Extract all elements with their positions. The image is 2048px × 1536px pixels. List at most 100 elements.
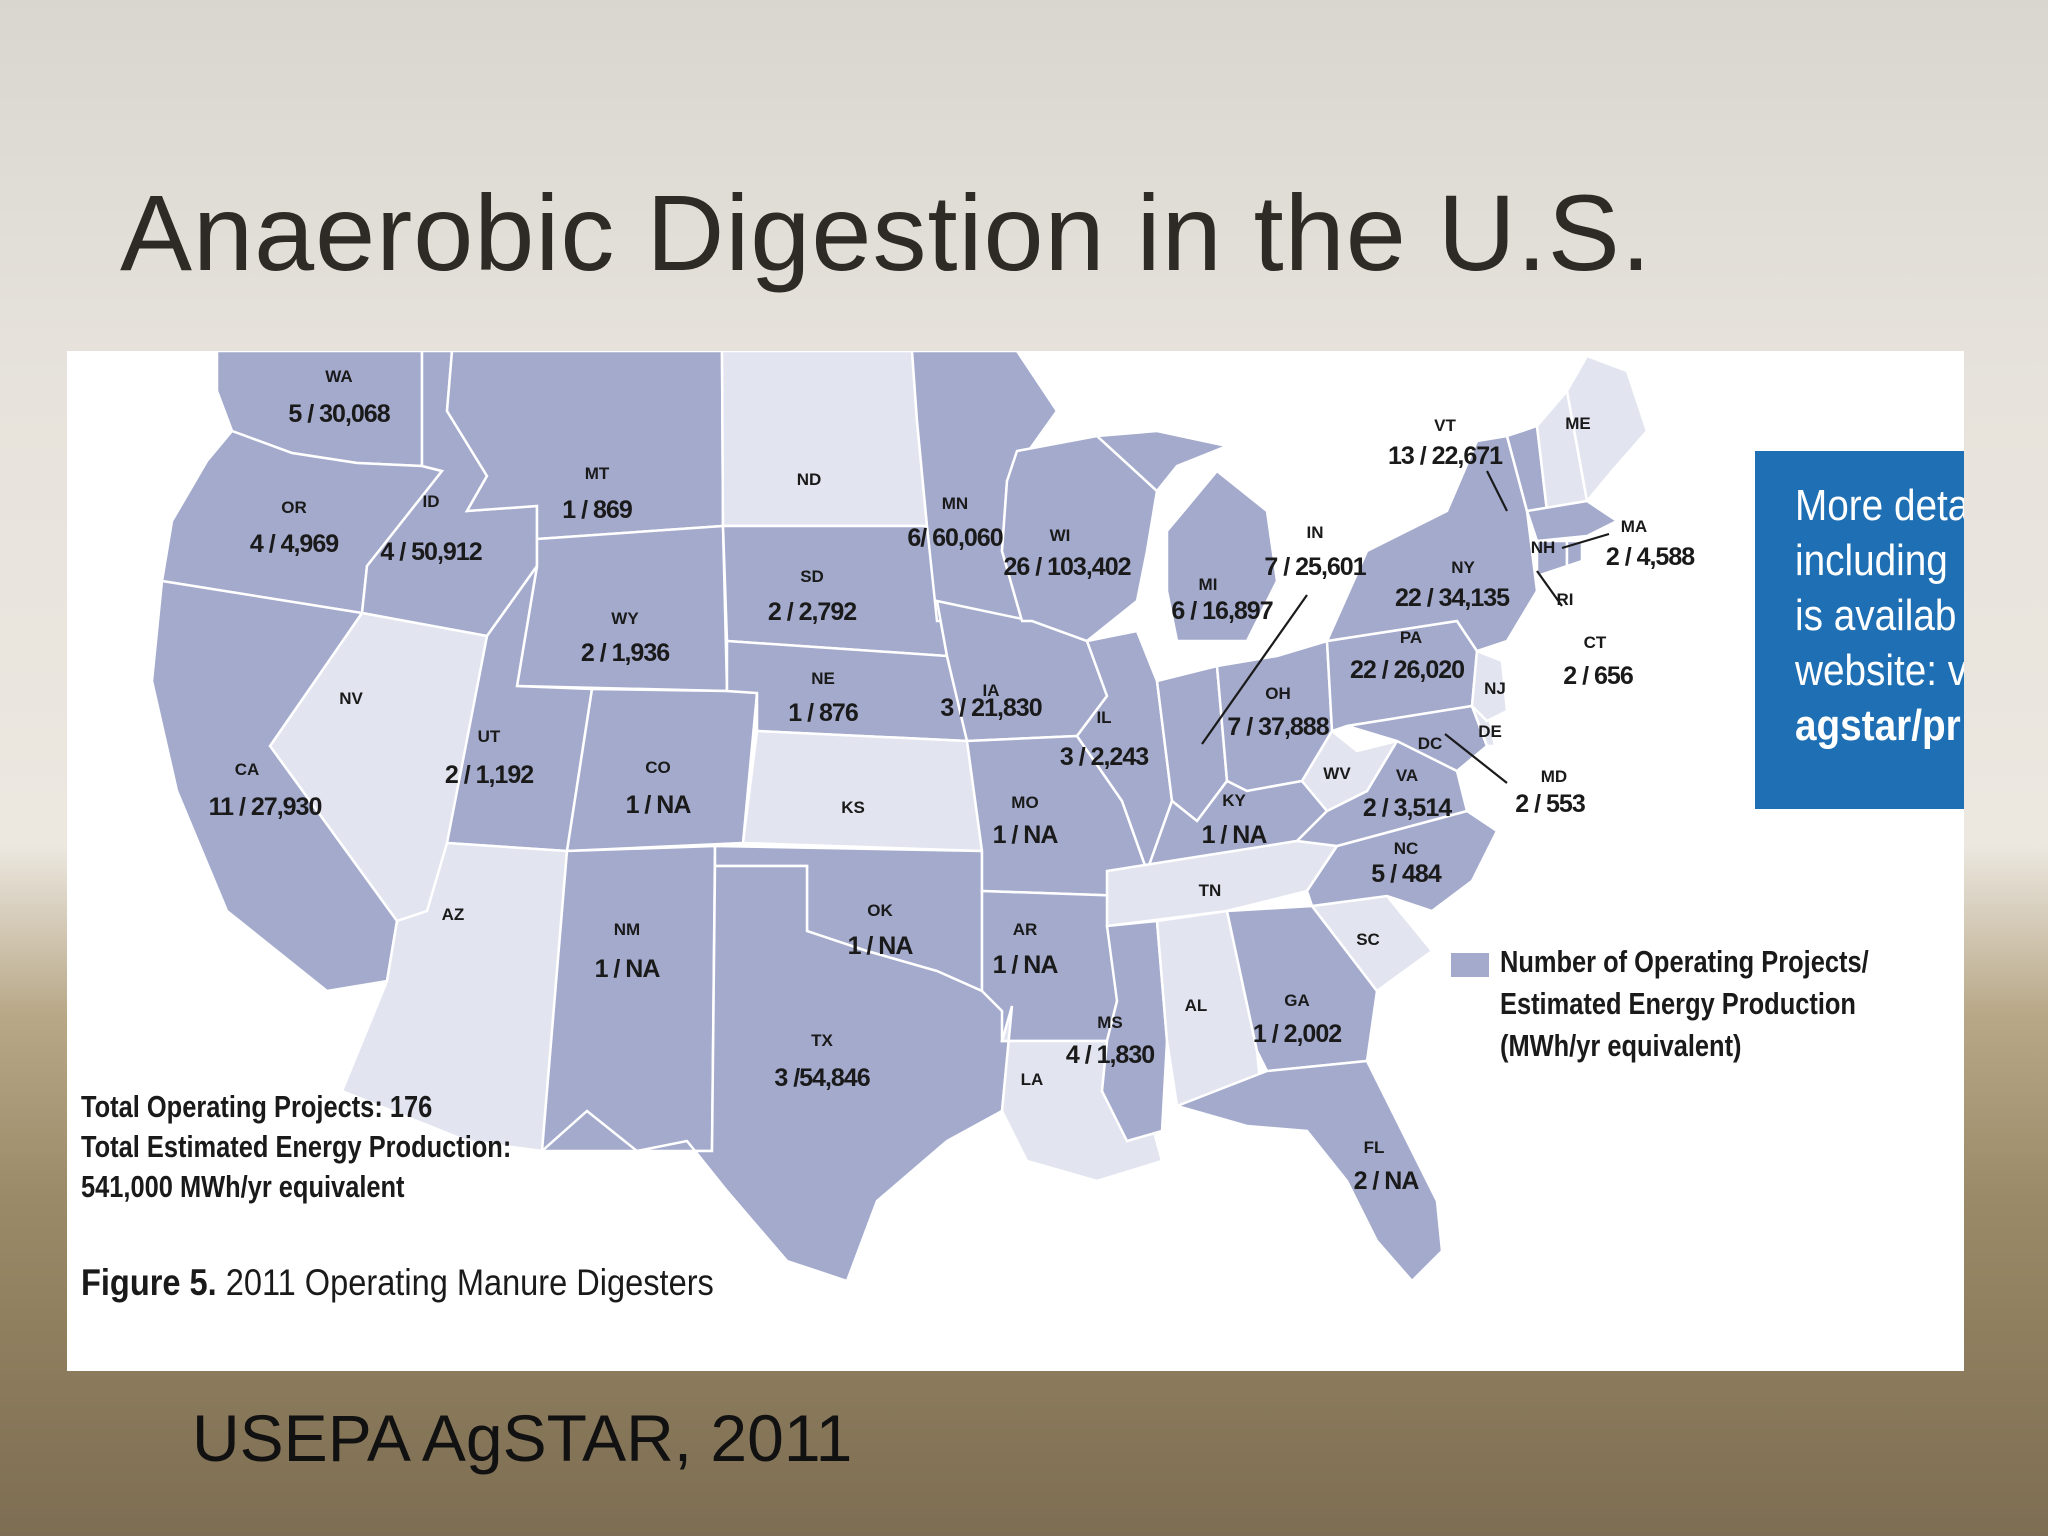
label-mi: MI 6 / 16,897 <box>1171 575 1273 625</box>
label-ny: NY 22 / 34,135 <box>1395 558 1511 612</box>
svg-text:RI: RI <box>1557 590 1574 609</box>
label-ut: UT 2 / 1,192 <box>445 727 534 789</box>
svg-text:CA: CA <box>235 760 260 779</box>
label-nc: NC 5 / 484 <box>1371 839 1443 888</box>
label-il: IL 3 / 2,243 <box>1060 708 1149 771</box>
label-de: DE <box>1478 722 1502 741</box>
label-wi: WI 26 / 103,402 <box>1003 526 1131 581</box>
svg-text:22 / 26,020: 22 / 26,020 <box>1350 656 1464 684</box>
svg-text:4 / 50,912: 4 / 50,912 <box>380 538 481 566</box>
label-mo: MO 1 / NA <box>993 793 1060 849</box>
svg-text:MT: MT <box>585 464 610 483</box>
svg-text:OH: OH <box>1265 684 1291 703</box>
svg-text:26 / 103,402: 26 / 103,402 <box>1003 553 1130 581</box>
svg-text:MA: MA <box>1621 517 1647 536</box>
label-oh: OH 7 / 37,888 <box>1227 684 1330 741</box>
leader-md <box>1444 733 1508 784</box>
svg-text:2 / 553: 2 / 553 <box>1515 790 1585 818</box>
svg-text:PA: PA <box>1400 628 1422 647</box>
label-me: ME <box>1565 414 1591 433</box>
label-nv: NV <box>339 689 363 708</box>
svg-text:UT: UT <box>478 727 501 746</box>
label-ga: GA 1 / 2,002 <box>1253 991 1342 1048</box>
state-fl <box>1173 1059 1444 1283</box>
label-ar: AR 1 / NA <box>993 920 1060 979</box>
label-md: MD 2 / 553 <box>1515 767 1586 818</box>
label-ia: IA3 / 21,830 <box>940 681 1042 722</box>
label-sd: SD 2 / 2,792 <box>768 567 857 626</box>
svg-text:ME: ME <box>1565 414 1591 433</box>
svg-text:11 / 27,930: 11 / 27,930 <box>209 793 322 821</box>
svg-text:WY: WY <box>611 609 639 628</box>
leader-ct <box>1536 570 1563 607</box>
svg-text:KS: KS <box>841 798 865 817</box>
svg-text:MO: MO <box>1011 793 1038 812</box>
state-co <box>565 687 759 853</box>
map-figure: WA 5 / 30,068 OR 4 / 4,969 ID 4 / 50,912 MT… <box>67 351 1964 1371</box>
label-mt: MT 1 / 869 <box>562 464 633 524</box>
legend-line-3: (MWh/yr equivalent) <box>1500 1028 1742 1063</box>
totals-block: Total Operating Projects: 176 Total Esti… <box>81 1087 511 1207</box>
svg-text:VA: VA <box>1396 766 1418 785</box>
label-mn: MN 6/ 60,060 <box>907 494 1003 552</box>
svg-text:TN: TN <box>1199 881 1222 900</box>
svg-text:NV: NV <box>339 689 363 708</box>
svg-text:3 / 2,243: 3 / 2,243 <box>1060 743 1148 771</box>
state-md <box>1346 704 1489 773</box>
svg-text:6 / 16,897: 6 / 16,897 <box>1171 597 1272 625</box>
svg-text:WA: WA <box>325 367 352 386</box>
callout-line-5: agstar/pr <box>1795 701 1961 750</box>
svg-text:6/ 60,060: 6/ 60,060 <box>907 524 1002 552</box>
label-or: OR 4 / 4,969 <box>250 498 339 558</box>
leader-vt <box>1486 470 1508 512</box>
svg-text:KY: KY <box>1222 791 1246 810</box>
label-ca: CA 11 / 27,930 <box>209 760 323 821</box>
label-wy: WY 2 / 1,936 <box>581 609 670 667</box>
label-co: CO 1 / NA <box>626 758 693 819</box>
legend: Number of Operating Projects/ Estimated … <box>1500 941 1869 1067</box>
svg-text:ID: ID <box>423 492 440 511</box>
state-ks <box>741 729 984 853</box>
svg-text:SC: SC <box>1356 930 1380 949</box>
svg-text:4 / 1,830: 4 / 1,830 <box>1066 1041 1154 1069</box>
svg-text:7 / 25,601: 7 / 25,601 <box>1264 553 1366 581</box>
source-citation: USEPA AgSTAR, 2011 <box>192 1401 853 1475</box>
callout-line-2: including <box>1795 536 1948 585</box>
svg-text:1 / 876: 1 / 876 <box>788 699 858 727</box>
us-map: WA 5 / 30,068 OR 4 / 4,969 ID 4 / 50,912 MT… <box>150 351 1696 1283</box>
svg-text:WI: WI <box>1050 526 1071 545</box>
label-fl: FL 2 / NA <box>1354 1138 1421 1195</box>
totals-line-3: 541,000 MWh/yr equivalent <box>81 1169 405 1204</box>
svg-text:CT: CT <box>1584 633 1607 652</box>
svg-text:MS: MS <box>1097 1013 1123 1032</box>
svg-text:TX: TX <box>811 1031 833 1050</box>
svg-text:NH: NH <box>1531 538 1556 557</box>
svg-text:IA: IA <box>983 681 1000 700</box>
svg-text:3 /54,846: 3 /54,846 <box>774 1064 869 1092</box>
svg-text:1 / NA: 1 / NA <box>993 821 1059 849</box>
svg-text:1 / 869: 1 / 869 <box>562 496 632 524</box>
state-nj <box>1470 649 1509 723</box>
svg-text:MD: MD <box>1541 767 1567 786</box>
totals-line-2: Total Estimated Energy Production: <box>81 1129 512 1164</box>
callout-line-3: is availab <box>1795 591 1957 640</box>
svg-text:OR: OR <box>281 498 307 517</box>
label-az: AZ <box>442 905 465 924</box>
svg-text:IL: IL <box>1096 708 1111 727</box>
svg-text:WV: WV <box>1323 764 1351 783</box>
callout-line-4: website: v <box>1795 646 1964 695</box>
leader-ma <box>1561 532 1610 550</box>
label-tn: TN <box>1199 881 1222 900</box>
label-va: VA 2 / 3,514 <box>1363 766 1453 822</box>
callout-line-1: More deta <box>1795 481 1964 530</box>
svg-text:13 / 22,671: 13 / 22,671 <box>1388 442 1503 470</box>
svg-text:1 / NA: 1 / NA <box>993 951 1059 979</box>
state-ri <box>1565 539 1584 568</box>
svg-text:IN: IN <box>1307 523 1324 542</box>
label-ri: RI <box>1557 590 1574 609</box>
slide-title: Anaerobic Digestion in the U.S. <box>120 172 1652 293</box>
svg-text:CO: CO <box>645 758 671 777</box>
label-nh: NH <box>1531 538 1556 557</box>
label-tx: TX 3 /54,846 <box>774 1031 870 1092</box>
label-ne: NE 1 / 876 <box>788 669 859 727</box>
